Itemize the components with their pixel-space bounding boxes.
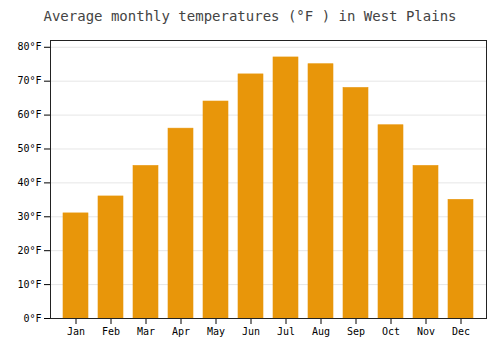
svg-text:Oct: Oct — [382, 326, 400, 337]
html-text:Average monthly temperatures (: Average monthly temperatures (°F ) in We… — [43, 8, 457, 24]
svg-text:Nov: Nov — [417, 326, 435, 337]
svg-text:Jan: Jan — [67, 326, 85, 337]
svg-text:50°F: 50°F — [17, 143, 41, 154]
svg-text:Jul: Jul — [277, 326, 295, 337]
svg-text:Feb: Feb — [102, 326, 120, 337]
svg-text:Apr: Apr — [172, 326, 190, 337]
svg-text:0°F: 0°F — [23, 313, 41, 324]
svg-text:Dec: Dec — [452, 326, 470, 337]
svg-text:80°F: 80°F — [17, 41, 41, 52]
svg-text:Sep: Sep — [347, 326, 365, 337]
svg-text:70°F: 70°F — [17, 75, 41, 86]
svg-text:Jun: Jun — [242, 326, 260, 337]
svg-text:Aug: Aug — [312, 326, 330, 337]
svg-text:20°F: 20°F — [17, 245, 41, 256]
svg-text:30°F: 30°F — [17, 211, 41, 222]
svg-text:60°F: 60°F — [17, 109, 41, 120]
svg-text:40°F: 40°F — [17, 177, 41, 188]
svg-text:10°F: 10°F — [17, 279, 41, 290]
svg-text:May: May — [207, 326, 225, 337]
svg-text:Mar: Mar — [137, 326, 155, 337]
